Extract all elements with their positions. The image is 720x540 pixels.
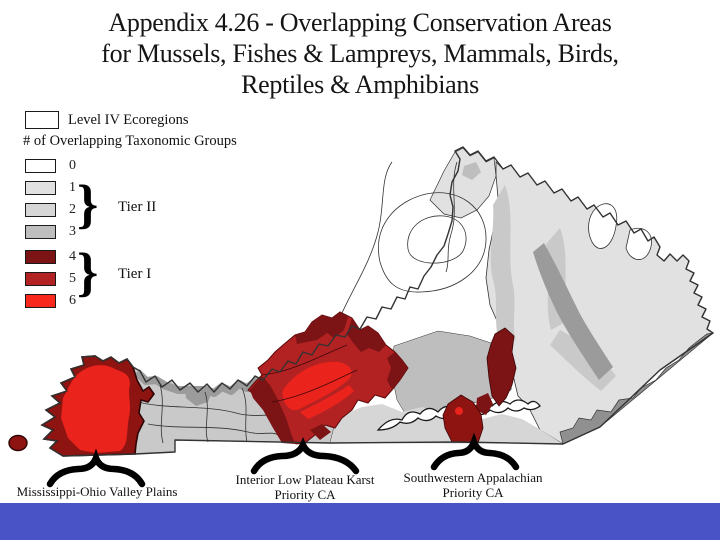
coalfield-dark-patch bbox=[185, 386, 212, 406]
page-title: Appendix 4.26 - Overlapping Conservation… bbox=[0, 7, 720, 100]
tier1-label: Tier I bbox=[118, 266, 152, 282]
brace-mississippi bbox=[46, 448, 146, 488]
legend-swatch bbox=[25, 203, 56, 217]
southeast-dark-band bbox=[559, 332, 715, 445]
title-line-1: Appendix 4.26 - Overlapping Conservation… bbox=[108, 8, 612, 37]
legend-swatch bbox=[25, 294, 56, 308]
pine-mountain-region bbox=[486, 327, 517, 407]
annotation-label: Mississippi-Ohio Valley Plains bbox=[16, 484, 178, 499]
legend-item-0: 0 bbox=[25, 155, 76, 177]
legend-swatch bbox=[25, 272, 56, 286]
level-iv-label: Level IV Ecoregions bbox=[68, 111, 189, 128]
annotation-mississippi: Mississippi-Ohio Valley Plains bbox=[2, 484, 192, 500]
annotation-southwestern: Southwestern Appalachian Priority CA bbox=[393, 470, 553, 500]
mississippi-ohio-bright-core bbox=[61, 365, 130, 453]
legend-item-2: 2 bbox=[25, 199, 76, 221]
legend-level-iv-row: Level IV Ecoregions bbox=[25, 111, 189, 129]
legend-value: 1 bbox=[69, 180, 76, 195]
state-outline bbox=[41, 146, 714, 457]
southwestern-bright-spot bbox=[455, 407, 463, 415]
annotation-label-line2: Priority CA bbox=[442, 484, 504, 500]
legend-value: 5 bbox=[69, 271, 76, 286]
northern-dark-spec bbox=[462, 162, 481, 180]
annotation-label: Southwestern Appalachian bbox=[403, 470, 543, 485]
legend-swatch bbox=[25, 225, 56, 239]
legend-swatch bbox=[25, 181, 56, 195]
southwestern-appalachian-region bbox=[442, 394, 484, 444]
central-bright-red-core bbox=[282, 361, 354, 419]
tier1-brace: } bbox=[77, 242, 99, 302]
eastern-white-patches bbox=[588, 203, 652, 260]
title-line-3: Reptiles & Amphibians bbox=[241, 70, 479, 99]
river-island-patch bbox=[8, 434, 28, 452]
level-iv-swatch bbox=[25, 111, 59, 129]
annotation-label: Interior Low Plateau Karst bbox=[235, 472, 375, 487]
tier2-label: Tier II bbox=[118, 199, 157, 215]
legend-item-3: 3 bbox=[25, 221, 76, 243]
pine-mountain-fragment bbox=[476, 393, 493, 415]
legend-value: 3 bbox=[69, 224, 76, 239]
legend-item-6: 6 bbox=[25, 290, 76, 312]
knobs-band bbox=[533, 243, 613, 380]
title-line-2: for Mussels, Fishes & Lampreys, Mammals,… bbox=[101, 39, 619, 68]
legend-value: 6 bbox=[69, 293, 76, 308]
legend-item-5: 5 bbox=[25, 268, 76, 290]
northern-kentucky-patch bbox=[429, 147, 497, 219]
brace-southwestern bbox=[430, 432, 520, 471]
brace-interior-karst bbox=[250, 437, 360, 475]
legend-item-4: 4 bbox=[25, 246, 76, 268]
coalfield-ecoregion-lines bbox=[137, 384, 281, 444]
legend-swatch bbox=[25, 250, 56, 264]
annotation-interior-karst: Interior Low Plateau Karst Priority CA bbox=[225, 472, 385, 502]
annotation-label-line2: Priority CA bbox=[274, 486, 336, 502]
annotation-braces bbox=[46, 432, 520, 488]
tier2-brace: } bbox=[77, 174, 99, 234]
legend-swatch bbox=[25, 159, 56, 173]
legend-items: 0 1 2 3 4 5 6 bbox=[25, 155, 76, 312]
legend-heading: # of Overlapping Taxonomic Groups bbox=[23, 133, 237, 149]
legend-value: 4 bbox=[69, 249, 76, 264]
footer-accent-bar bbox=[0, 503, 720, 540]
legend-item-1: 1 bbox=[25, 177, 76, 199]
legend-value: 0 bbox=[69, 158, 76, 173]
central-interior-lines bbox=[261, 344, 358, 403]
legend-value: 2 bbox=[69, 202, 76, 217]
